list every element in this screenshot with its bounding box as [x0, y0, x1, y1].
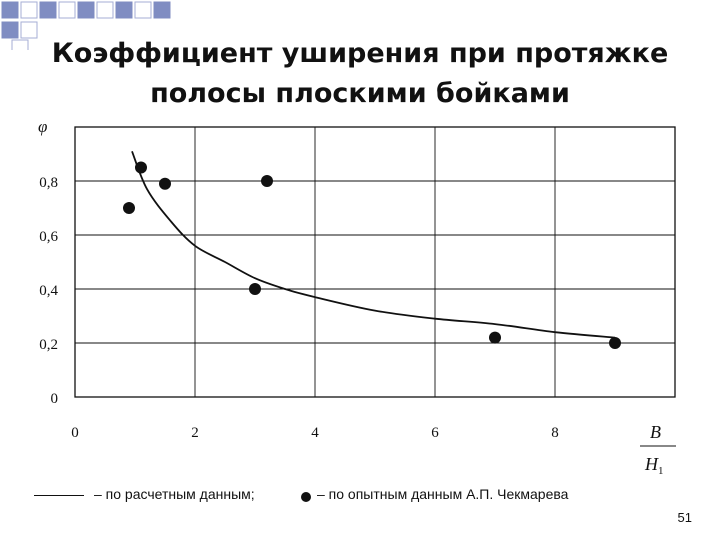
- x-axis-label-denominator: H1: [644, 454, 664, 477]
- data-point: [261, 175, 273, 187]
- y-tick-label: 0,6: [39, 229, 58, 245]
- decorative-square: [115, 1, 133, 19]
- plot-frame: [74, 126, 676, 398]
- title-line-2: полосы плоскими бойками: [150, 78, 570, 109]
- decorative-square: [20, 1, 38, 19]
- x-axis-label-numerator: B: [650, 422, 661, 442]
- data-point: [135, 161, 147, 174]
- decorative-square: [58, 1, 76, 19]
- legend-line-text: – по расчетным данным;: [94, 486, 255, 502]
- y-tick-label: 0,4: [39, 283, 58, 299]
- legend-line-sample: [34, 495, 84, 496]
- decorative-square: [20, 21, 38, 39]
- page-number: 51: [677, 510, 692, 525]
- x-tick-label: 2: [191, 425, 199, 441]
- data-point: [159, 177, 171, 190]
- title-line-1: Коэффициент уширения при протяжке: [51, 38, 669, 69]
- y-tick-label: 0: [51, 391, 59, 407]
- decorative-square: [77, 1, 95, 19]
- x-tick-label: 0: [71, 425, 79, 441]
- data-point: [123, 202, 135, 214]
- chart: 0 2 4 6 8 0 0,2 0,4 0,6 0,8 φ B H1: [0, 110, 720, 490]
- y-tick-label: 0,8: [39, 175, 58, 191]
- decorative-squares: [1, 1, 171, 50]
- page-title: Коэффициент уширения при протяжке полосы…: [20, 34, 700, 114]
- decorative-square: [134, 1, 152, 19]
- legend: – по расчетным данным; – по опытным данн…: [34, 484, 694, 506]
- y-axis-label: φ: [38, 117, 47, 136]
- legend-dot-text: – по опытным данным А.П. Чекмарева: [317, 486, 569, 502]
- series-line-calculated: [131, 150, 616, 339]
- decorative-square: [11, 39, 29, 50]
- chart-svg: 0 2 4 6 8 0 0,2 0,4 0,6 0,8 φ B H1: [38, 117, 676, 477]
- data-point: [489, 331, 501, 344]
- decorative-square: [153, 1, 171, 19]
- data-point: [249, 283, 261, 295]
- x-tick-label: 6: [431, 425, 439, 441]
- x-tick-label: 4: [311, 425, 319, 441]
- legend-dot-sample: [301, 492, 311, 502]
- decorative-square: [1, 1, 19, 19]
- decorative-square: [1, 21, 19, 39]
- y-tick-label: 0,2: [39, 337, 58, 353]
- decorative-square: [39, 1, 57, 19]
- data-point: [609, 337, 621, 349]
- x-tick-label: 8: [551, 425, 559, 441]
- decorative-square: [96, 1, 114, 19]
